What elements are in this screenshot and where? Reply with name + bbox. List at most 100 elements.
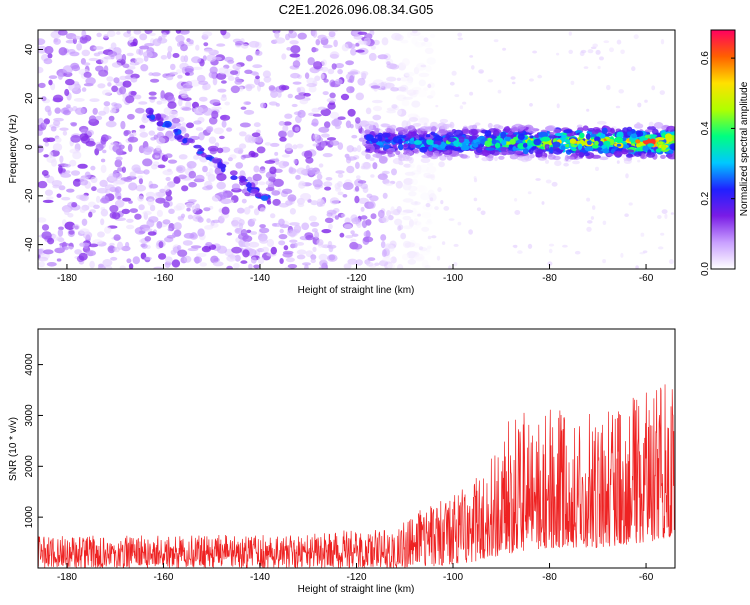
noise-blob [57,229,64,237]
noise-blob [206,54,217,62]
noise-blob [246,176,253,183]
noise-blob [188,170,197,179]
noise-blob [144,43,155,47]
noise-blob [188,39,194,45]
snr-y-tick-label: 1000 [24,506,35,529]
noise-blob [261,246,270,253]
noise-blob [70,122,78,126]
noise-blob [95,115,103,121]
spectrogram-x-tick-label: -80 [542,273,557,284]
noise-blob [173,176,181,184]
noise-blob [41,170,49,176]
noise-blob [97,231,105,238]
noise-blob [43,58,53,65]
noise-blob [216,173,227,182]
noise-blob [179,30,190,35]
noise-blob [52,184,60,189]
noise-blob [121,208,130,215]
signal-band-blob [623,157,629,161]
noise-blob [337,116,346,120]
spectrogram-x-tick-label: -60 [639,273,654,284]
noise-blob [116,241,124,250]
noise-blob [102,149,107,154]
noise-blob [253,122,261,128]
noise-blob [651,85,656,91]
noise-blob [79,228,90,235]
signal-band-blob [647,143,654,148]
noise-blob [220,95,227,102]
signal-band-blob [408,156,414,164]
signal-band-blob [565,144,570,148]
signal-band-blob [554,132,564,137]
noise-blob [370,45,376,50]
noise-blob [120,120,126,130]
noise-blob [606,84,611,91]
snr-y-axis: 1000 2000 3000 4000 [24,353,43,528]
noise-blob [328,223,333,230]
noise-blob [79,207,86,213]
noise-blob [237,207,245,214]
noise-blob [142,210,152,216]
noise-blob [350,48,357,56]
noise-blob [590,216,595,220]
noise-blob [219,135,225,140]
noise-blob [64,163,71,168]
noise-blob [62,130,68,136]
noise-blob [186,161,197,169]
noise-blob [227,59,235,64]
noise-blob [58,165,63,174]
noise-blob [269,142,280,147]
noise-blob [93,46,104,50]
noise-blob [405,80,413,86]
noise-blob [140,63,149,72]
noise-blob [70,62,80,69]
spectrogram-y-label: Frequency (Hz) [8,115,19,184]
noise-blob [248,241,260,248]
noise-blob [71,35,82,40]
noise-blob [448,218,455,221]
noise-blob [402,215,412,221]
noise-blob [527,191,532,195]
noise-blob [227,76,235,81]
noise-blob [529,103,533,107]
noise-blob [324,121,331,129]
noise-blob [274,157,280,165]
noise-blob [202,31,213,37]
signal-band-blob [381,132,391,138]
noise-blob [96,32,102,38]
noise-blob [311,107,320,113]
noise-blob [180,55,186,63]
noise-blob [243,207,251,215]
noise-blob [474,122,481,126]
snr-x-tick-label: -180 [57,572,77,583]
noise-blob [296,167,306,175]
noise-blob [333,117,340,126]
noise-blob [235,162,244,169]
signal-band-blob [498,151,509,155]
diagonal-streak-blob [230,175,238,180]
noise-blob [235,40,245,46]
noise-blob [282,252,293,258]
noise-blob [203,48,215,53]
noise-blob [38,261,45,268]
noise-blob [47,237,55,245]
noise-blob [181,185,189,192]
snr-x-tick-label: -140 [250,572,270,583]
noise-blob [401,253,409,261]
noise-blob [58,47,68,56]
noise-blob [164,185,170,192]
noise-blob [514,210,521,215]
diagonal-streak-blob [254,192,262,198]
noise-blob [193,120,202,125]
noise-blob [670,212,675,215]
signal-band-blob [548,134,558,139]
noise-blob [327,254,338,262]
noise-blob [138,48,144,56]
noise-blob [537,74,543,79]
noise-blob [74,249,82,255]
noise-blob [278,234,288,240]
signal-band-blob [635,139,641,144]
signal-band-blob [540,136,551,142]
noise-blob [126,52,134,57]
